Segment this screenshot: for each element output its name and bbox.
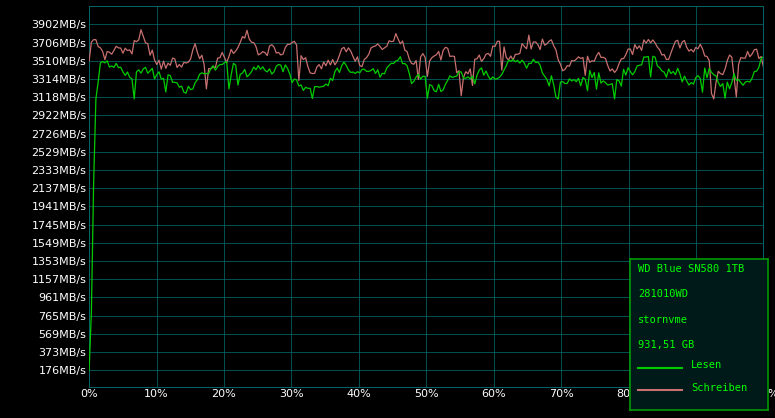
Text: 931,51 GB: 931,51 GB bbox=[639, 340, 694, 350]
Text: WD Blue SN580 1TB: WD Blue SN580 1TB bbox=[639, 264, 745, 274]
Text: stornvme: stornvme bbox=[639, 315, 688, 325]
Text: Lesen: Lesen bbox=[691, 360, 722, 370]
Text: Schreiben: Schreiben bbox=[691, 382, 747, 393]
Text: 281010WD: 281010WD bbox=[639, 289, 688, 299]
